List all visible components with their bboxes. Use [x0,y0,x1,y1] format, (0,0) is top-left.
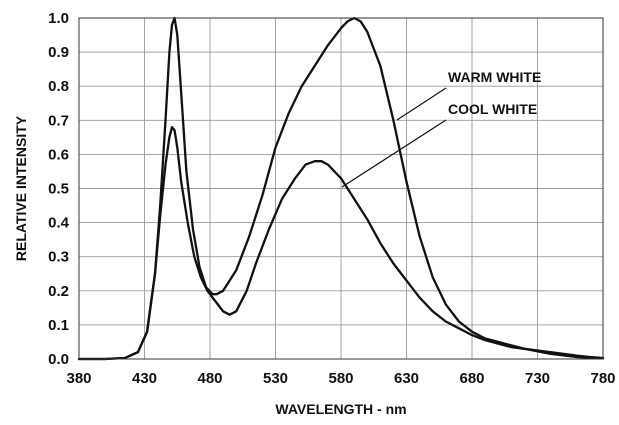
legend-label: COOL WHITE [448,101,537,117]
x-tick-label: 580 [328,370,353,387]
y-tick-label: 0.6 [48,146,69,163]
x-tick-label: 630 [394,370,419,387]
y-tick-label: 0.7 [48,112,69,129]
series-line-cool-white [77,125,605,361]
x-tick-label: 730 [525,370,550,387]
series-line-warm-white [77,16,605,361]
y-tick-label: 0.3 [48,249,69,266]
x-tick-label: 780 [590,370,615,387]
y-axis-ticks: 0.0 0.1 0.2 0.3 0.4 0.5 0.6 0.7 0.8 0.9 1.0 [48,10,70,368]
grid-lines [78,17,604,360]
y-tick-label: 0.4 [48,215,70,232]
y-tick-label: 0.5 [48,181,69,198]
y-tick-label: 0.0 [48,351,69,368]
series-lines [77,16,605,361]
x-tick-label: 380 [66,370,91,387]
plot-frame [78,17,604,360]
x-axis-ticks: 380 430 480 530 580 630 680 730 780 [66,370,615,387]
x-tick-label: 680 [459,370,484,387]
y-tick-label: 0.2 [48,283,69,300]
x-tick-label: 530 [263,370,288,387]
legend: WARM WHITE COOL WHITE [341,69,541,188]
y-tick-label: 0.8 [48,78,69,95]
legend-label: WARM WHITE [448,69,541,85]
y-tick-label: 1.0 [48,10,69,27]
x-axis-title: WAVELENGTH - nm [275,401,406,417]
legend-leader-line [341,119,447,188]
legend-leader-line [396,87,447,121]
x-tick-label: 480 [197,370,222,387]
x-tick-label: 430 [132,370,157,387]
y-tick-label: 0.9 [48,44,69,61]
y-axis-title: RELATIVE INTENSITY [13,115,29,261]
y-tick-label: 0.1 [48,317,69,334]
